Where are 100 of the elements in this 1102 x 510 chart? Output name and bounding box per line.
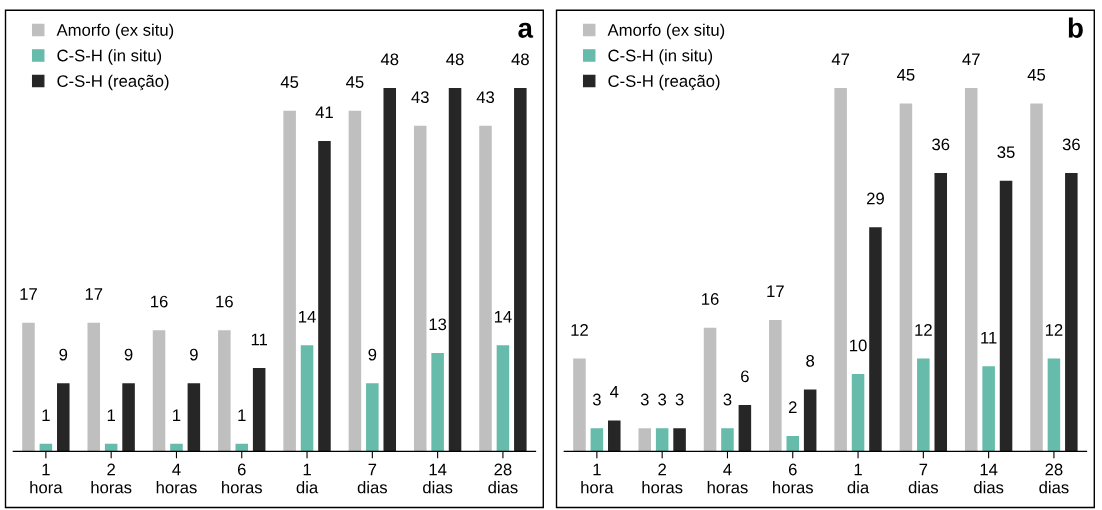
data-label: 16 xyxy=(702,293,719,305)
x-tick-label: 14 dias xyxy=(974,463,1004,494)
data-label: 36 xyxy=(932,138,950,151)
legend-label: C-S-H (reação) xyxy=(608,74,720,91)
data-label: 17 xyxy=(85,288,103,300)
bar xyxy=(638,428,652,452)
x-tick-label: 7 dias xyxy=(908,463,939,494)
data-label: 14 xyxy=(494,311,512,323)
bar xyxy=(590,428,604,452)
data-label: 12 xyxy=(1045,324,1063,336)
data-label: 11 xyxy=(251,333,267,346)
x-tick-label: 6 horas xyxy=(773,463,813,494)
data-label: 3 xyxy=(640,393,649,406)
x-tick-label: 28 dias xyxy=(488,463,518,494)
data-label: 8 xyxy=(806,354,815,367)
x-tick-label: 1 hora xyxy=(581,463,614,494)
data-label: 1 xyxy=(238,409,246,421)
bar xyxy=(479,125,492,452)
data-label: 48 xyxy=(511,53,529,66)
data-label: 10 xyxy=(850,339,867,352)
data-label: 16 xyxy=(151,295,168,308)
bar xyxy=(1047,358,1061,452)
text: b xyxy=(1068,17,1083,38)
data-label: 17 xyxy=(767,285,784,298)
bar xyxy=(283,110,296,452)
data-label: 3 xyxy=(592,393,601,406)
data-label: 16 xyxy=(216,295,233,308)
bar xyxy=(917,358,930,452)
bar xyxy=(235,443,249,452)
bar xyxy=(1030,103,1043,452)
legend-label: Amorfo (ex situ) xyxy=(607,23,725,40)
data-label: 1 xyxy=(173,409,181,421)
data-label: 45 xyxy=(1027,69,1046,81)
bar xyxy=(57,383,70,452)
data-label: 4 xyxy=(610,386,619,398)
bar xyxy=(348,110,362,452)
bar xyxy=(87,322,101,452)
x-tick-label: 1 dia xyxy=(847,463,870,494)
x-tick-label: 28 dias xyxy=(1039,463,1069,494)
data-label: 43 xyxy=(411,91,429,104)
data-label: 41 xyxy=(315,106,333,119)
data-label: 17 xyxy=(20,288,37,300)
bar xyxy=(187,383,201,452)
x-tick-label: 2 horas xyxy=(91,463,132,494)
x-tick-label: 14 dias xyxy=(423,463,453,494)
x-tick-label: 2 horas xyxy=(642,463,683,494)
bar xyxy=(655,428,669,452)
bar xyxy=(22,322,35,452)
legend-label: Amorfo (ex situ) xyxy=(56,23,174,40)
data-label: 43 xyxy=(476,91,495,104)
data-label: 3 xyxy=(723,393,732,406)
bar xyxy=(964,87,978,452)
bar xyxy=(122,383,135,452)
data-label: 2 xyxy=(788,401,797,413)
text: a xyxy=(518,22,534,38)
bar xyxy=(869,227,882,452)
bar xyxy=(803,389,817,452)
data-label: 9 xyxy=(190,348,198,361)
data-label: 45 xyxy=(897,69,915,81)
data-label: 48 xyxy=(446,53,464,66)
data-label: 12 xyxy=(571,324,588,336)
bar xyxy=(738,404,752,452)
bar xyxy=(218,330,231,452)
x-tick-label: 4 horas xyxy=(707,463,748,494)
bar xyxy=(252,368,266,452)
bar xyxy=(152,330,166,452)
bar xyxy=(413,125,427,452)
x-tick-label: 4 horas xyxy=(156,463,197,494)
bar xyxy=(673,428,686,452)
data-label: 35 xyxy=(997,146,1015,159)
data-label: 1 xyxy=(107,409,115,421)
bar xyxy=(431,352,444,452)
data-label: 29 xyxy=(867,192,884,205)
data-label: 47 xyxy=(831,53,850,66)
bar xyxy=(834,87,847,452)
bar xyxy=(608,420,621,452)
bar xyxy=(318,140,331,452)
legend-label: C-S-H (in situ) xyxy=(57,49,162,65)
bar xyxy=(496,345,510,452)
bar xyxy=(366,383,379,452)
data-label: 6 xyxy=(741,370,749,383)
bar xyxy=(1065,173,1078,452)
data-label: 45 xyxy=(346,76,364,88)
bar xyxy=(999,180,1013,452)
data-label: 3 xyxy=(658,393,667,406)
data-label: 36 xyxy=(1062,138,1080,151)
bar xyxy=(170,443,183,452)
data-label: 9 xyxy=(124,348,133,361)
bar xyxy=(448,87,462,452)
data-label: 14 xyxy=(299,311,316,323)
legend-label: C-S-H (reação) xyxy=(57,74,169,91)
bar xyxy=(851,374,865,452)
legend-label: C-S-H (in situ) xyxy=(608,49,713,65)
data-label: 13 xyxy=(429,318,447,331)
data-label: 48 xyxy=(380,53,399,66)
bar xyxy=(573,358,586,452)
x-tick-label: 6 horas xyxy=(222,463,262,494)
data-label: 3 xyxy=(675,393,684,406)
bar xyxy=(514,87,527,452)
x-tick-label: 7 dias xyxy=(357,463,388,494)
